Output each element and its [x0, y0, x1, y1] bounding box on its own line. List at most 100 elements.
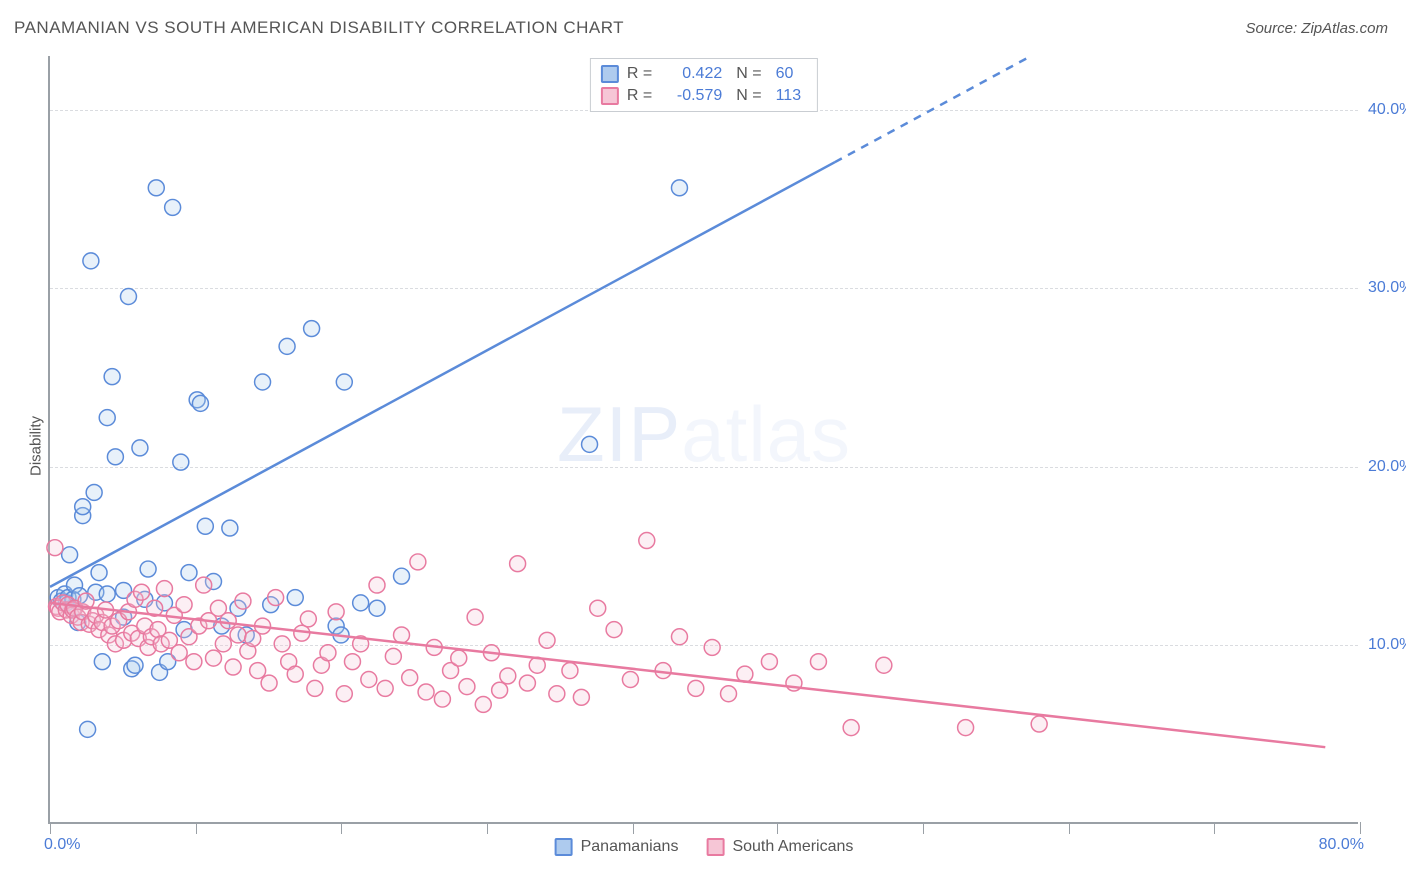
data-point: [181, 565, 197, 581]
data-point: [451, 650, 467, 666]
data-point: [402, 670, 418, 686]
data-point: [261, 675, 277, 691]
xlim-min-label: 0.0%: [44, 836, 80, 854]
data-point: [562, 663, 578, 679]
data-point: [704, 639, 720, 655]
data-point: [606, 622, 622, 638]
r-value-south-americans: -0.579: [666, 85, 722, 107]
n-label: N =: [736, 63, 761, 85]
xtick: [923, 822, 924, 834]
swatch-south-americans: [706, 838, 724, 856]
data-point: [418, 684, 434, 700]
data-point: [235, 593, 251, 609]
data-point: [761, 654, 777, 670]
xtick: [777, 822, 778, 834]
data-point: [328, 604, 344, 620]
xlim-max-label: 80.0%: [1319, 836, 1364, 854]
legend-label-south-americans: South Americans: [732, 838, 853, 856]
data-point: [721, 686, 737, 702]
data-point: [573, 689, 589, 705]
xtick: [1214, 822, 1215, 834]
data-point: [582, 436, 598, 452]
data-point: [94, 654, 110, 670]
chart-svg: [50, 56, 1358, 822]
n-value-panamanians: 60: [776, 63, 794, 85]
data-point: [492, 682, 508, 698]
r-label: R =: [627, 85, 652, 107]
data-point: [99, 410, 115, 426]
data-point: [75, 499, 91, 515]
data-point: [255, 374, 271, 390]
correlation-legend: R = 0.422 N = 60 R = -0.579 N = 113: [590, 58, 818, 112]
data-point: [336, 686, 352, 702]
data-point: [120, 289, 136, 305]
data-point: [287, 590, 303, 606]
r-value-panamanians: 0.422: [666, 63, 722, 85]
swatch-south-americans: [601, 87, 619, 105]
data-point: [639, 533, 655, 549]
data-point: [590, 600, 606, 616]
data-point: [140, 561, 156, 577]
data-point: [176, 597, 192, 613]
data-point: [688, 680, 704, 696]
data-point: [539, 632, 555, 648]
data-point: [843, 720, 859, 736]
legend-label-panamanians: Panamanians: [581, 838, 679, 856]
data-point: [394, 568, 410, 584]
data-point: [148, 180, 164, 196]
xtick: [633, 822, 634, 834]
data-point: [307, 680, 323, 696]
data-point: [510, 556, 526, 572]
data-point: [230, 627, 246, 643]
data-point: [86, 484, 102, 500]
data-point: [220, 613, 236, 629]
data-point: [47, 540, 63, 556]
data-point: [171, 645, 187, 661]
data-point: [268, 590, 284, 606]
data-point: [475, 696, 491, 712]
legend-item-south-americans: South Americans: [706, 838, 853, 856]
xtick: [1360, 822, 1361, 834]
legend-row-south-americans: R = -0.579 N = 113: [601, 85, 807, 107]
data-point: [107, 449, 123, 465]
data-point: [671, 180, 687, 196]
data-point: [173, 454, 189, 470]
data-point: [192, 395, 208, 411]
data-point: [344, 654, 360, 670]
data-point: [467, 609, 483, 625]
data-point: [83, 253, 99, 269]
data-point: [385, 648, 401, 664]
r-label: R =: [627, 63, 652, 85]
ytick-label: 20.0%: [1368, 458, 1406, 476]
data-point: [222, 520, 238, 536]
trend-line: [50, 603, 1325, 747]
ytick-label: 10.0%: [1368, 636, 1406, 654]
data-point: [132, 440, 148, 456]
trend-line: [50, 162, 835, 587]
data-point: [876, 657, 892, 673]
data-point: [274, 636, 290, 652]
data-point: [304, 321, 320, 337]
data-point: [622, 672, 638, 688]
data-point: [156, 581, 172, 597]
data-point: [394, 627, 410, 643]
swatch-panamanians: [601, 65, 619, 83]
data-point: [369, 600, 385, 616]
data-point: [99, 586, 115, 602]
n-label: N =: [736, 85, 761, 107]
data-point: [91, 565, 107, 581]
data-point: [215, 636, 231, 652]
ytick-label: 30.0%: [1368, 279, 1406, 297]
ytick-label: 40.0%: [1368, 101, 1406, 119]
data-point: [434, 691, 450, 707]
data-point: [1031, 716, 1047, 732]
data-point: [206, 650, 222, 666]
data-point: [459, 679, 475, 695]
trend-line-dashed: [835, 56, 1031, 162]
plot-area: ZIPatlas 10.0%20.0%30.0%40.0% R = 0.422 …: [48, 56, 1358, 824]
xtick: [1069, 822, 1070, 834]
data-point: [336, 374, 352, 390]
xtick: [341, 822, 342, 834]
data-point: [80, 721, 96, 737]
data-point: [300, 611, 316, 627]
